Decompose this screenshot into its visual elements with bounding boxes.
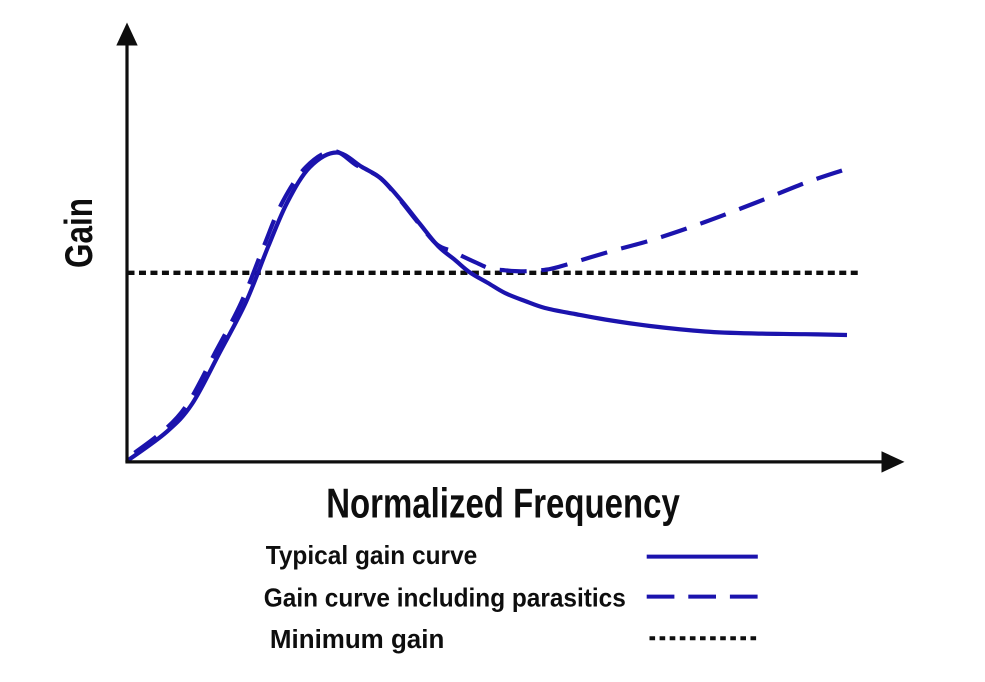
svg-text:Gain curve including parasitic: Gain curve including parasitics xyxy=(264,584,626,613)
svg-text:Minimum gain: Minimum gain xyxy=(270,624,444,654)
svg-text:Gain: Gain xyxy=(57,198,101,268)
svg-text:Typical gain curve: Typical gain curve xyxy=(266,541,478,570)
svg-text:Normalized Frequency: Normalized Frequency xyxy=(326,480,680,527)
